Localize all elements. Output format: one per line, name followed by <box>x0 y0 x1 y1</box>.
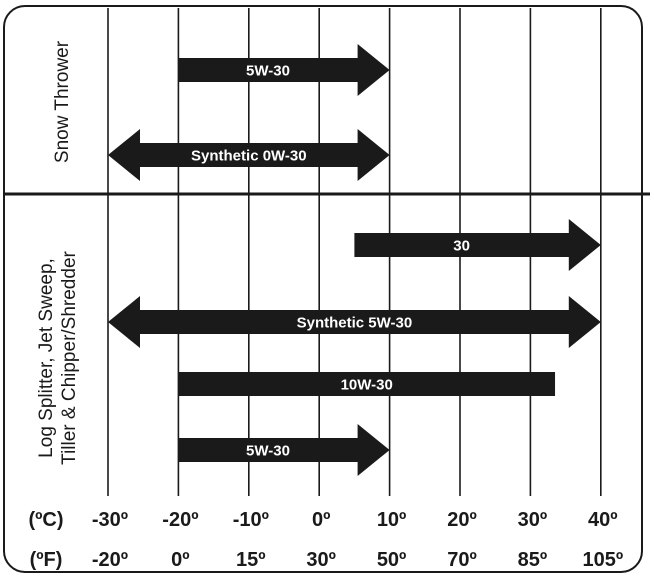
section-label-log-splitter-line2: Tiller & Chipper/Shredder <box>59 250 80 464</box>
oil-range-label: 5W-30 <box>246 63 290 80</box>
fahrenheit-tick-label: 0º <box>171 549 189 571</box>
celsius-tick-label: 30º <box>518 509 548 531</box>
oil-range-arrow <box>178 372 556 396</box>
oil-range-arrow <box>108 296 601 348</box>
grid-lines <box>107 8 602 496</box>
side-labels: Snow Thrower Log Splitter, Jet Sweep, Ti… <box>36 40 80 465</box>
oil-range-arrow <box>354 219 601 271</box>
temperature-axis: (ºC) (ºF) -30º -20º -10º 0º 10º 20º 30º 40º -20º… <box>28 509 623 571</box>
fahrenheit-tick-label: 85º <box>518 549 548 571</box>
fahrenheit-tick-label: 30º <box>306 549 336 571</box>
oil-range-label: Synthetic 0W-30 <box>191 148 307 165</box>
oil-range-bars: 5W-30 Synthetic 0W-30 30 Synthetic 5W-30 10W… <box>108 44 601 476</box>
fahrenheit-tick-label: 105º <box>582 549 623 571</box>
oil-range-arrow <box>178 424 390 476</box>
oil-range-label: 5W-30 <box>246 443 290 460</box>
oil-range-label: 10W-30 <box>341 377 393 394</box>
celsius-tick-label: -30º <box>92 509 128 531</box>
celsius-tick-label: 40º <box>588 509 618 531</box>
section-label-log-splitter-line1: Log Splitter, Jet Sweep, <box>36 258 57 458</box>
oil-range-label: Synthetic 5W-30 <box>297 315 413 332</box>
fahrenheit-unit-label: (ºF) <box>30 549 63 571</box>
chart-frame <box>3 5 643 573</box>
oil-range-arrow <box>108 129 390 181</box>
celsius-unit-label: (ºC) <box>28 509 63 531</box>
fahrenheit-tick-label: 15º <box>236 549 266 571</box>
celsius-tick-label: 0º <box>312 509 330 531</box>
celsius-tick-label: -10º <box>233 509 269 531</box>
oil-range-label: 30 <box>453 238 470 255</box>
celsius-tick-label: -20º <box>162 509 198 531</box>
oil-range-arrow <box>178 44 390 96</box>
fahrenheit-tick-label: 50º <box>377 549 407 571</box>
fahrenheit-tick-label: -20º <box>92 549 128 571</box>
fahrenheit-tick-label: 70º <box>447 549 477 571</box>
section-label-snow-thrower: Snow Thrower <box>52 40 73 163</box>
celsius-tick-label: 20º <box>447 509 477 531</box>
celsius-tick-label: 10º <box>377 509 407 531</box>
